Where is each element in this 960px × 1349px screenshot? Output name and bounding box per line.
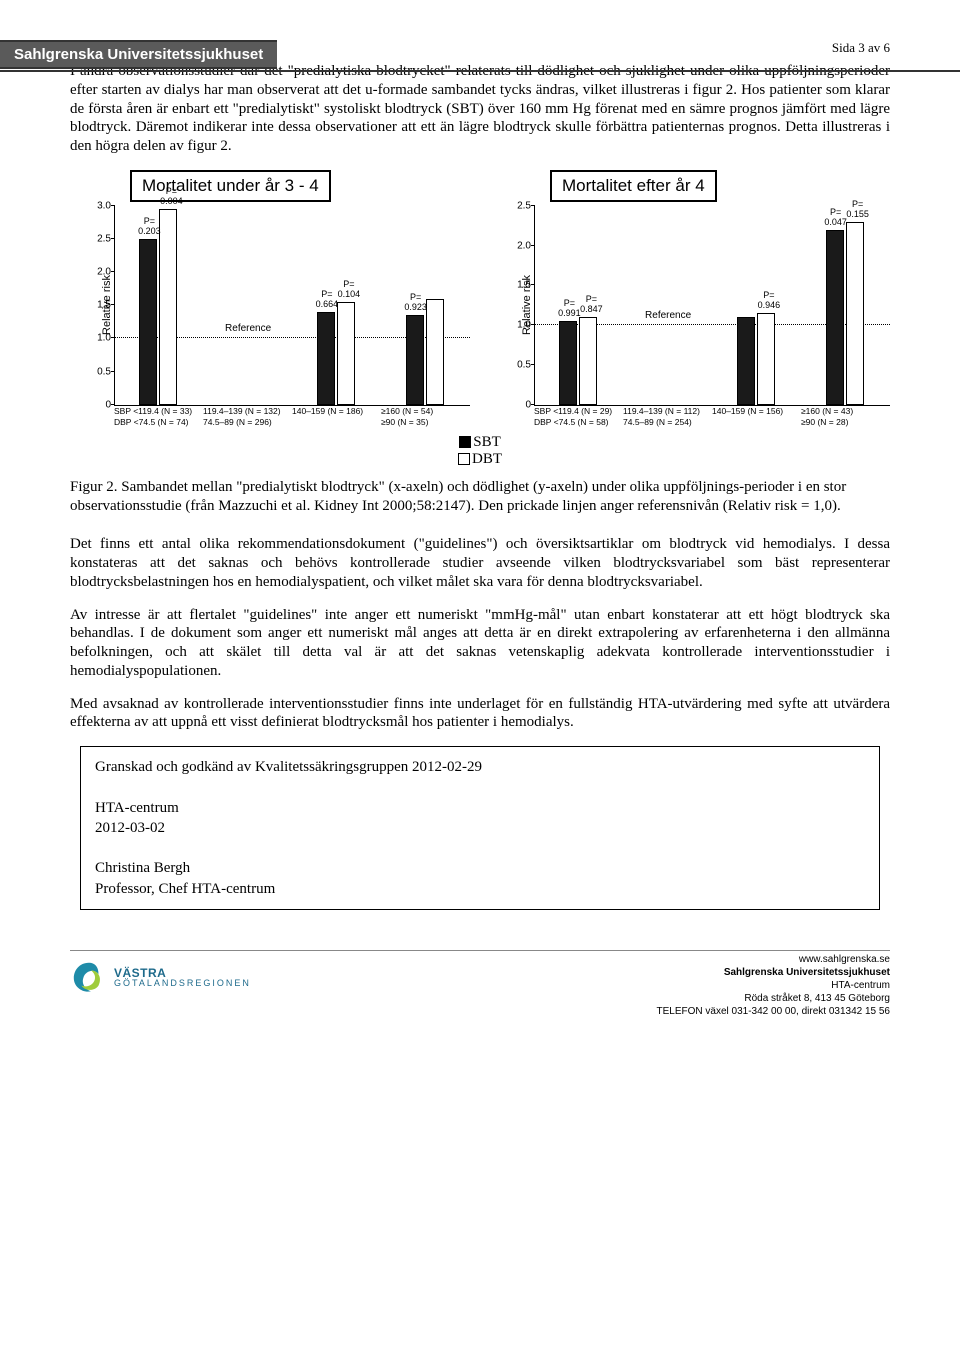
ytick-label: 1.5 — [87, 300, 111, 311]
bar-sbt — [406, 315, 424, 405]
ytick-label: 2.0 — [87, 267, 111, 278]
ytick-label: 1.0 — [87, 333, 111, 344]
legend-dbt: DBT — [472, 451, 502, 467]
header-rule — [0, 70, 960, 72]
paragraph-3: Av intresse är att flertalet "guidelines… — [70, 606, 890, 681]
bar-sbt — [317, 312, 335, 405]
ytick-label: 3.0 — [87, 200, 111, 211]
chart-left: Mortalitet under år 3 - 4 Relative risk … — [70, 170, 470, 428]
bar-dbt — [846, 222, 864, 405]
p-value-sbt: P=0.923 — [396, 293, 436, 313]
ytick-label: 0.5 — [507, 359, 531, 370]
legend-swatch-sbt — [459, 436, 471, 448]
approval-date: 2012-03-02 — [95, 818, 865, 838]
figure-2-caption: Figur 2. Sambandet mellan "predialytiskt… — [70, 478, 890, 516]
bar-sbt — [826, 230, 844, 405]
legend-swatch-dbt — [458, 453, 470, 465]
ytick-label: 2.0 — [507, 240, 531, 251]
p-value-dbt: P=0.004 — [151, 187, 191, 207]
xaxis-category: 140–159 (N = 186) — [292, 406, 381, 428]
xaxis-category: 119.4–139 (N = 132)74.5–89 (N = 296) — [203, 406, 292, 428]
bar-dbt — [579, 317, 597, 405]
footer-phone: TELEFON växel 031-342 00 00, direkt 0313… — [251, 1005, 890, 1018]
vgr-logo-icon — [70, 959, 108, 997]
chart-left-plot: Relative risk 00.51.01.52.02.53.0P=0.203… — [114, 206, 470, 406]
p-value-dbt: P=0.946 — [749, 291, 789, 311]
paragraph-4: Med avsaknad av kontrollerade interventi… — [70, 695, 890, 733]
paragraph-2: Det finns ett antal olika rekommendation… — [70, 535, 890, 591]
footer-logo-line2: GÖTALANDSREGIONEN — [114, 979, 251, 988]
xaxis-category: ≥160 (N = 54)≥90 (N = 35) — [381, 406, 470, 428]
legend-sbt: SBT — [473, 434, 501, 450]
footer-addr: Röda stråket 8, 413 45 Göteborg — [251, 992, 890, 1005]
footer-org: Sahlgrenska Universitetssjukhuset — [251, 966, 890, 979]
footer-url: www.sahlgrenska.se — [251, 953, 890, 966]
ytick-label: 0 — [507, 399, 531, 410]
ytick-label: 1.0 — [507, 320, 531, 331]
xaxis-category: 119.4–139 (N = 112)74.5–89 (N = 254) — [623, 406, 712, 428]
reference-label: Reference — [218, 323, 278, 334]
xaxis-category: ≥160 (N = 43)≥90 (N = 28) — [801, 406, 890, 428]
approval-line1: Granskad och godkänd av Kvalitetssäkring… — [95, 757, 865, 777]
p-value-dbt: P=0.847 — [571, 295, 611, 315]
ytick-label: 2.5 — [87, 233, 111, 244]
footer-contact: www.sahlgrenska.se Sahlgrenska Universit… — [251, 953, 890, 1018]
paragraph-1: I andra observationsstudier där det "pre… — [70, 62, 890, 156]
bar-dbt — [757, 313, 775, 405]
approval-box: Granskad och godkänd av Kvalitetssäkring… — [80, 746, 880, 910]
p-value-dbt: P=0.104 — [329, 280, 369, 300]
header-org-bar: Sahlgrenska Universitetssjukhuset — [0, 40, 277, 69]
chart-right-title: Mortalitet efter år 4 — [550, 170, 717, 202]
footer-logo: VÄSTRA GÖTALANDSREGIONEN — [70, 959, 251, 997]
xaxis-category: SBP <119.4 (N = 29)DBP <74.5 (N = 58) — [534, 406, 623, 428]
figure-legend: SBT DBT — [70, 434, 890, 468]
xaxis-category: 140–159 (N = 156) — [712, 406, 801, 428]
header-org: Sahlgrenska Universitetssjukhuset — [14, 46, 263, 63]
bar-sbt — [559, 321, 577, 405]
ytick-label: 1.5 — [507, 280, 531, 291]
approval-title: Professor, Chef HTA-centrum — [95, 879, 865, 899]
footer-logo-text: VÄSTRA GÖTALANDSREGIONEN — [114, 967, 251, 988]
chart-right-plot: Relative risk 00.51.01.52.02.5P=0.991P=0… — [534, 206, 890, 406]
p-value-dbt: P=0.155 — [838, 200, 878, 220]
footer-dept: HTA-centrum — [251, 979, 890, 992]
page-footer: VÄSTRA GÖTALANDSREGIONEN www.sahlgrenska… — [70, 950, 890, 1018]
bar-sbt — [139, 239, 157, 405]
approval-unit: HTA-centrum — [95, 798, 865, 818]
figure-2-charts: Mortalitet under år 3 - 4 Relative risk … — [70, 170, 890, 428]
bar-dbt — [337, 302, 355, 405]
bar-dbt — [159, 209, 177, 405]
chart-left-xaxis: SBP <119.4 (N = 33)DBP <74.5 (N = 74)119… — [114, 406, 470, 428]
bar-dbt — [426, 299, 444, 405]
chart-right: Mortalitet efter år 4 Relative risk 00.5… — [490, 170, 890, 428]
ytick-label: 2.5 — [507, 200, 531, 211]
chart-right-xaxis: SBP <119.4 (N = 29)DBP <74.5 (N = 58)119… — [534, 406, 890, 428]
approval-name: Christina Bergh — [95, 858, 865, 878]
ytick-label: 0 — [87, 399, 111, 410]
reference-label: Reference — [638, 310, 698, 321]
ytick-label: 0.5 — [87, 366, 111, 377]
p-value-sbt: P=0.203 — [129, 217, 169, 237]
bar-sbt — [737, 317, 755, 405]
xaxis-category: SBP <119.4 (N = 33)DBP <74.5 (N = 74) — [114, 406, 203, 428]
